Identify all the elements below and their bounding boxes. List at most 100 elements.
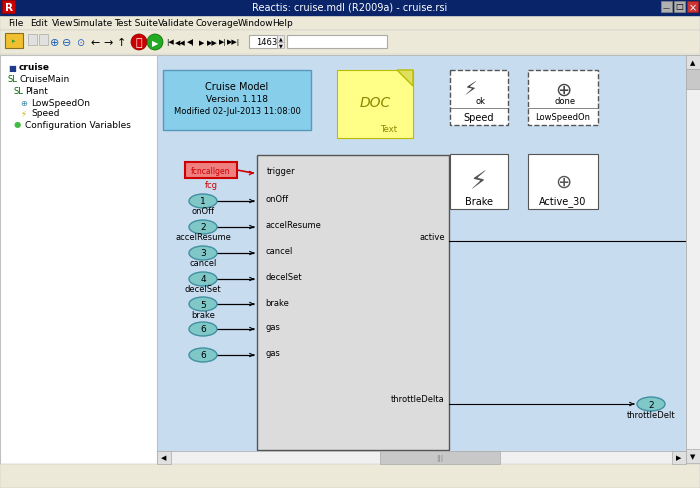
Text: ok: ok [475, 96, 485, 105]
Text: ▶: ▶ [676, 454, 682, 461]
Text: ⊕: ⊕ [555, 81, 571, 99]
Text: Modified 02-Jul-2013 11:08:00: Modified 02-Jul-2013 11:08:00 [174, 106, 300, 115]
Text: |||: ||| [436, 454, 444, 461]
Bar [661, 2, 672, 13]
Text: DOC: DOC [359, 96, 391, 110]
Text: ↑: ↑ [116, 38, 126, 48]
Text: ⊕: ⊕ [50, 38, 60, 48]
Bar [450, 155, 508, 209]
Text: accelResume: accelResume [175, 233, 231, 242]
Bar [450, 71, 508, 126]
Text: ←: ← [90, 38, 99, 48]
Text: —: — [663, 5, 670, 11]
Bar [337, 71, 413, 139]
Text: Speed: Speed [463, 113, 494, 123]
Text: □: □ [676, 2, 683, 12]
Text: 4: 4 [200, 275, 206, 284]
Text: Validate: Validate [158, 19, 195, 28]
Bar [686, 449, 700, 463]
Circle shape [131, 35, 147, 51]
Bar [686, 70, 700, 90]
Text: Version 1.118: Version 1.118 [206, 94, 268, 103]
Text: View: View [52, 19, 74, 28]
Bar [277, 42, 284, 49]
Text: ▼: ▼ [690, 453, 696, 459]
Text: brake: brake [265, 298, 289, 307]
Bar [0, 0, 700, 16]
Bar [0, 464, 700, 488]
Bar [380, 451, 500, 464]
Text: 6: 6 [200, 351, 206, 360]
Text: ■: ■ [8, 63, 16, 72]
Bar [28, 35, 37, 46]
Bar [39, 35, 48, 46]
Text: 3: 3 [200, 249, 206, 258]
Text: ⊕: ⊕ [20, 98, 27, 107]
Bar [0, 31, 700, 55]
Text: onOff: onOff [265, 195, 288, 204]
Bar [674, 2, 685, 13]
Text: Brake: Brake [465, 197, 493, 206]
Text: ⊖: ⊖ [62, 38, 71, 48]
Bar [687, 2, 698, 13]
Text: throttleDelt: throttleDelt [626, 409, 676, 419]
Bar [257, 156, 449, 450]
Circle shape [147, 35, 163, 51]
Text: 5: 5 [200, 300, 206, 309]
Text: done: done [555, 96, 576, 105]
Text: SL: SL [14, 87, 24, 96]
Text: ⊙: ⊙ [76, 38, 84, 48]
Text: ⚡: ⚡ [463, 81, 477, 99]
Bar [249, 36, 277, 49]
Text: LowSpeedOn: LowSpeedOn [31, 98, 90, 107]
Text: Coverage: Coverage [196, 19, 239, 28]
Text: ⚡: ⚡ [470, 170, 488, 194]
Text: ▶▶: ▶▶ [206, 40, 218, 46]
Bar [2, 1, 15, 14]
Bar [672, 451, 686, 464]
Text: Cruise Model: Cruise Model [205, 82, 269, 92]
Text: Help: Help [272, 19, 293, 28]
Text: Edit: Edit [30, 19, 48, 28]
Bar [157, 56, 686, 464]
Text: R: R [4, 3, 13, 13]
Text: ▶: ▶ [199, 40, 204, 46]
Text: Plant: Plant [25, 87, 48, 96]
Text: CruiseMain: CruiseMain [19, 75, 69, 84]
Text: fcncallgen: fcncallgen [191, 166, 231, 175]
Text: Reactis: cruise.mdl (R2009a) - cruise.rsi: Reactis: cruise.mdl (R2009a) - cruise.rs… [253, 3, 447, 13]
Text: ◀|: ◀| [187, 40, 195, 46]
Text: ◀◀: ◀◀ [174, 40, 186, 46]
Text: cruise: cruise [19, 63, 50, 72]
Text: SL: SL [8, 75, 18, 84]
Text: ⊕: ⊕ [555, 172, 571, 191]
Text: 1463: 1463 [256, 38, 277, 47]
Text: 2: 2 [648, 400, 654, 408]
Text: ▶▶|: ▶▶| [228, 40, 241, 46]
Text: Active_30: Active_30 [539, 196, 587, 207]
Text: Test Suite: Test Suite [114, 19, 158, 28]
Text: ▶|: ▶| [219, 40, 227, 46]
Ellipse shape [189, 272, 217, 286]
Bar [163, 71, 311, 131]
Bar [5, 34, 23, 49]
Text: gas: gas [265, 349, 280, 358]
Text: ▲: ▲ [279, 37, 282, 41]
Text: onOff: onOff [191, 207, 215, 216]
Ellipse shape [189, 246, 217, 261]
Text: Simulate: Simulate [72, 19, 112, 28]
Bar [185, 163, 237, 179]
Text: throttleDelta: throttleDelta [391, 395, 445, 404]
Ellipse shape [189, 323, 217, 336]
Bar [157, 451, 171, 464]
Text: trigger: trigger [267, 166, 295, 175]
Text: ●: ● [14, 120, 21, 129]
Ellipse shape [189, 348, 217, 362]
Text: ⚡: ⚡ [20, 109, 26, 118]
Bar [686, 56, 700, 70]
Text: 6: 6 [200, 325, 206, 334]
Text: accelResume: accelResume [265, 221, 321, 230]
Ellipse shape [637, 397, 665, 411]
Text: →: → [104, 38, 113, 48]
Text: Window: Window [238, 19, 274, 28]
